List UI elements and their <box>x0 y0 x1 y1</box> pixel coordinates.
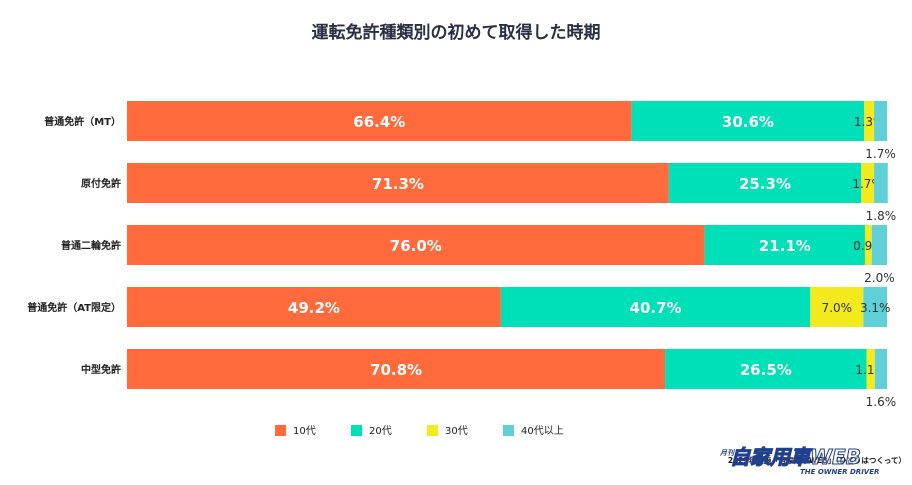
bars-group: 普通免許（MT） 66.4% 30.6% 1.3%1.7%原付免許 71.3% 25.3%… <box>27 101 896 409</box>
bar-segment <box>874 163 888 203</box>
category-label: 普通二輪免許 <box>61 239 121 252</box>
bar-segment <box>810 287 864 327</box>
bar-segment <box>874 349 887 389</box>
category-label: 普通免許（MT） <box>44 115 121 128</box>
bar-segment <box>863 287 887 327</box>
legend-label: 30代 <box>445 425 468 437</box>
legend-swatch <box>427 425 438 436</box>
bar-segment <box>127 225 705 265</box>
bar-segment <box>500 287 811 327</box>
bar-segment <box>864 101 875 141</box>
legend-swatch <box>351 425 362 436</box>
bar-segment <box>127 349 666 389</box>
logo-sub: THE OWNER DRIVER <box>800 468 879 476</box>
bar-segment <box>665 349 867 389</box>
data-label: 70.8% <box>370 361 422 379</box>
data-label: 2.0% <box>864 271 895 285</box>
data-label: 76.0% <box>390 237 442 255</box>
data-label: 25.3% <box>739 175 791 193</box>
data-label: 71.3% <box>372 175 424 193</box>
bar-segment <box>866 349 875 389</box>
legend-label: 10代 <box>293 425 316 437</box>
bar-segment <box>864 225 872 265</box>
data-label: 1.6% <box>866 395 897 409</box>
bar-segment <box>127 101 632 141</box>
logo-prefix: 月刊 <box>719 449 736 457</box>
legend-swatch <box>503 425 514 436</box>
data-label: 3.1% <box>860 301 891 315</box>
data-label: 7.0% <box>822 301 853 315</box>
data-label: 21.1% <box>759 237 811 255</box>
logo-main: 自家用車WEB <box>730 445 861 469</box>
legend-label: 40代以上 <box>521 425 564 437</box>
data-label: 30.6% <box>722 113 774 131</box>
logo: 月刊 自家用車WEB THE OWNER DRIVER <box>719 445 879 477</box>
data-label: 40.7% <box>630 299 682 317</box>
data-label: 1.8% <box>866 209 897 223</box>
legend-swatch <box>275 425 286 436</box>
data-label: 66.4% <box>353 113 405 131</box>
category-label: 原付免許 <box>81 177 121 190</box>
bar-segment <box>127 287 501 327</box>
bar-segment <box>631 101 865 141</box>
bar-segment <box>871 225 887 265</box>
category-label: 中型免許 <box>81 363 121 376</box>
bar-segment <box>127 163 669 203</box>
category-label: 普通免許（AT限定） <box>27 301 121 314</box>
source-note: 2023年実施「自家用車WEB」（ひとりはつくって） <box>728 455 906 465</box>
bar-segment <box>704 225 865 265</box>
bar-segment <box>861 163 875 203</box>
data-label: 26.5% <box>740 361 792 379</box>
chart-title: 運転免許種類別の初めて取得した時期 <box>312 22 601 43</box>
data-label: 49.2% <box>288 299 340 317</box>
bar-segment <box>668 163 862 203</box>
bar-segment <box>874 101 887 141</box>
legend-label: 20代 <box>369 425 392 437</box>
data-label: 1.7% <box>865 147 896 161</box>
legend: 10代 20代 30代 40代以上 <box>275 425 564 437</box>
